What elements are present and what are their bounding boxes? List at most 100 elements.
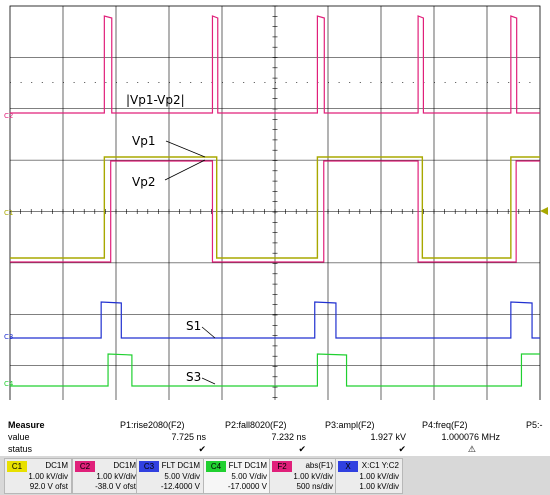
dotted-ref (444, 82, 446, 83)
dotted-ref (275, 82, 276, 83)
dotted-ref (116, 82, 117, 83)
channel-descriptor-bar: C1 DC1M 1.00 kV/div 92.0 V ofst C2 DC1M … (0, 456, 550, 495)
p2-value: 7.232 ns (271, 432, 306, 442)
xy-offset: 1.00 kV/div (359, 482, 399, 491)
p3-name[interactable]: P3:ampl(F2) (325, 420, 375, 430)
xy-tag: X (338, 461, 358, 472)
p1-name[interactable]: P1:rise2080(F2) (120, 420, 185, 430)
dotted-ref (264, 82, 266, 83)
c1-offset: 92.0 V ofst (29, 482, 68, 491)
f2-scale: 1.00 kV/div (293, 472, 333, 481)
dotted-ref (126, 82, 128, 83)
oscilloscope-display: |Vp1-Vp2| Vp1 Vp2 S1 S3 C2 C1 C3 C4 (4, 5, 548, 400)
dotted-ref (200, 82, 202, 83)
c2-marker: C2 (4, 112, 13, 120)
c2-scale: 1.00 kV/div (96, 472, 136, 481)
c1-scale: 1.00 kV/div (28, 472, 68, 481)
xy-scale: 1.00 kV/div (359, 472, 399, 481)
measure-name-row: Measure P1:rise2080(F2) P2:fall8020(F2) … (0, 420, 550, 432)
c4-scale: 5.00 V/div (231, 472, 267, 481)
p5-name[interactable]: P5:- (526, 420, 543, 430)
p4-status-icon: ⚠ (467, 444, 476, 454)
dotted-ref (529, 82, 531, 83)
dotted-ref (105, 82, 107, 83)
f2-offset: 500 ns/div (296, 482, 333, 491)
dotted-ref (31, 82, 33, 83)
c4-tag: C4 (206, 461, 226, 472)
p2-status-icon: ✔ (298, 444, 306, 454)
trace-annotations: |Vp1-Vp2| Vp1 Vp2 S1 S3 (126, 93, 216, 385)
dotted-ref (10, 82, 11, 83)
dotted-ref (94, 82, 96, 83)
c4-mode: FLT DC1M (228, 461, 267, 470)
f2-tag: F2 (272, 461, 292, 472)
dotted-ref (381, 82, 382, 83)
value-label: value (8, 432, 30, 442)
dotted-ref (487, 82, 488, 83)
dotted-ref (169, 82, 170, 83)
dotted-ref (412, 82, 414, 83)
graticule-grid (9, 5, 541, 400)
status-label: status (8, 444, 33, 454)
dotted-ref (137, 82, 139, 83)
dotted-ref (296, 82, 298, 83)
dotted-ref (328, 82, 329, 83)
c1-marker: C1 (4, 209, 13, 217)
xy-mode: X:C1 Y:C2 (361, 461, 399, 470)
xy-descriptor[interactable]: X X:C1 Y:C2 1.00 kV/div 1.00 kV/div (335, 458, 403, 494)
dotted-ref (338, 82, 340, 83)
dotted-ref (465, 82, 467, 83)
p3-status-icon: ✔ (398, 444, 406, 454)
c2-mode: DC1M (113, 461, 136, 470)
p2-name[interactable]: P2:fall8020(F2) (225, 420, 287, 430)
measure-value-row: value 7.725 ns 7.232 ns 1.927 kV 1.00007… (0, 432, 550, 444)
s1-trace (10, 301, 540, 339)
dotted-ref (370, 82, 372, 83)
c3-offset: -12.4000 V (160, 482, 200, 491)
channel-c2-descriptor[interactable]: C2 DC1M 1.00 kV/div -38.0 V ofst (72, 458, 140, 494)
function-f2-descriptor[interactable]: F2 abs(F1) 1.00 kV/div 500 ns/div (269, 458, 337, 494)
measure-status-row: status ✔ ✔ ✔ ⚠ (0, 444, 550, 456)
c3-marker: C3 (4, 333, 13, 341)
dotted-ref (232, 82, 234, 83)
dotted-ref (147, 82, 149, 83)
p1-status-icon: ✔ (198, 444, 206, 454)
dotted-ref (73, 82, 75, 83)
dotted-ref (190, 82, 192, 83)
s3-trace (10, 353, 540, 387)
dotted-ref (52, 82, 54, 83)
dotted-ref (179, 82, 181, 83)
vp1-label: Vp1 (132, 134, 155, 148)
p1-value: 7.725 ns (171, 432, 206, 442)
c4-marker: C4 (4, 380, 14, 388)
vp1-trace (10, 156, 540, 259)
s3-label: S3 (186, 370, 201, 384)
c1-tag: C1 (7, 461, 27, 472)
c3-tag: C3 (139, 461, 159, 472)
f2-mode: abs(F1) (305, 461, 333, 470)
dotted-ref (20, 82, 22, 83)
dotted-ref (518, 82, 520, 83)
dotted-ref (508, 82, 510, 83)
channel-c4-descriptor[interactable]: C4 FLT DC1M 5.00 V/div -17.0000 V (203, 458, 271, 494)
dotted-ref (285, 82, 287, 83)
channel-c3-descriptor[interactable]: C3 FLT DC1M 5.00 V/div -12.4000 V (136, 458, 204, 494)
measurement-panel: Measure P1:rise2080(F2) P2:fall8020(F2) … (0, 420, 550, 456)
p4-name[interactable]: P4:freq(F2) (422, 420, 468, 430)
vp2-label: Vp2 (132, 175, 155, 189)
channel-c1-descriptor[interactable]: C1 DC1M 1.00 kV/div 92.0 V ofst (4, 458, 72, 494)
p3-value: 1.927 kV (370, 432, 406, 442)
dotted-ref (63, 82, 64, 83)
measure-label: Measure (8, 420, 45, 430)
dotted-ref (476, 82, 478, 83)
dotted-ref (222, 82, 223, 83)
c3-mode: FLT DC1M (161, 461, 200, 470)
p4-value: 1.000076 MHz (441, 432, 500, 442)
dotted-ref (158, 82, 160, 83)
diff-label: |Vp1-Vp2| (126, 93, 185, 107)
c2-offset: -38.0 V ofst (95, 482, 136, 491)
channel-markers: C2 C1 C3 C4 (4, 112, 14, 388)
dotted-ref (391, 82, 393, 83)
c2-tag: C2 (75, 461, 95, 472)
c3-scale: 5.00 V/div (164, 472, 200, 481)
